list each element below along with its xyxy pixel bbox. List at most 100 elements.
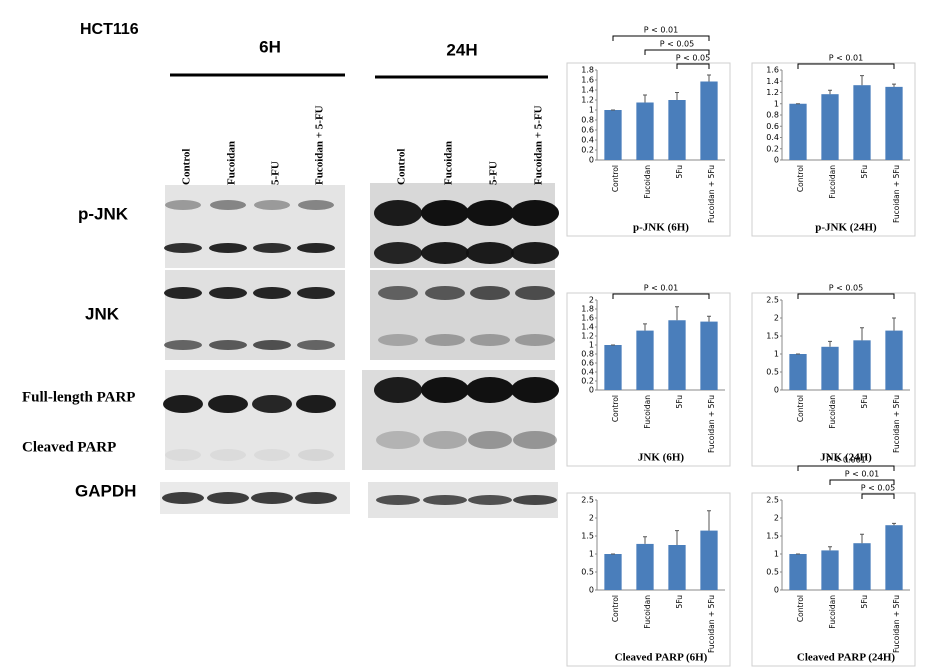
y-tick-label: 0 [774,586,779,595]
bar [821,346,839,390]
blot-band [253,287,291,299]
bar [604,345,622,390]
significance-bracket [612,35,710,41]
lane-label: 5-FU [488,161,500,185]
y-tick-label: 2.5 [766,296,779,305]
error-bar [707,510,711,531]
y-tick-label: 1.5 [766,532,779,541]
blot-band [164,340,202,350]
y-tick-label: 1.5 [581,532,594,541]
significance-bracket [644,49,710,55]
lane-label: Fucoidan [443,141,455,185]
y-tick-label: 0 [774,156,779,165]
bar [604,110,622,160]
y-tick-label: 0.6 [581,359,594,368]
y-tick-label: 0.8 [581,116,594,125]
y-tick-label: 1.8 [581,305,594,314]
blot-band [210,449,246,461]
bar [636,330,654,390]
bar [700,530,718,590]
blot-band [164,243,202,253]
chart-title: JNK (6H) [638,452,684,464]
lane-label: Control [181,149,193,185]
y-tick-label: 0 [589,586,594,595]
blot-band [295,492,337,504]
blot-band [253,243,291,253]
x-tick-label: Fucoidan [828,395,837,429]
timepoint: 24H [446,40,477,59]
row-label: Cleaved PARP [22,439,116,455]
lane-label: Fucoidan + 5-FU [314,105,326,185]
x-tick-label: 5Fu [860,395,869,409]
error-bar [675,306,679,321]
blot-band [252,395,292,413]
x-tick-label: 5Fu [860,165,869,179]
blot-band [209,243,247,253]
blot-band [423,431,467,449]
blot-band [374,242,422,264]
blot-band [298,200,334,210]
x-tick-label: Fucoidan + 5Fu [707,395,716,453]
blot-band [466,200,514,226]
blot-band [251,492,293,504]
error-bar [675,92,679,100]
blot-band [470,334,510,346]
chart-frame [751,62,916,237]
significance-bracket [797,293,895,299]
y-tick-label: 1 [589,106,594,115]
y-tick-label: 0 [774,386,779,395]
bar [885,525,903,590]
blot-band [515,334,555,346]
error-bar [643,323,647,331]
blot-band [468,495,512,505]
blot-band [297,340,335,350]
x-tick-label: Fucoidan [643,595,652,629]
x-tick-label: Fucoidan [643,165,652,199]
y-tick-label: 1.2 [581,96,594,105]
blot-band [511,242,559,264]
lane-label: Control [396,149,408,185]
blot-band [207,492,249,504]
blot-band [466,377,514,403]
y-tick-label: 1.6 [581,314,594,323]
bar [668,320,686,390]
error-bar [860,75,864,86]
bar [789,354,807,390]
error-bar [675,530,679,545]
y-tick-label: 0 [589,386,594,395]
x-tick-label: Control [611,595,620,622]
y-tick-label: 1 [589,550,594,559]
blot-band [511,377,559,403]
y-tick-label: 1.4 [766,77,779,86]
x-tick-label: Fucoidan [643,395,652,429]
blot-band [208,395,248,413]
blot-band [297,243,335,253]
significance-label: P < 0.05 [676,54,710,63]
bar [885,86,903,160]
error-bar [707,74,711,82]
bar [700,81,718,160]
y-tick-label: 2.5 [766,496,779,505]
y-tick-label: 0.4 [581,136,594,145]
x-tick-label: 5Fu [860,595,869,609]
cell-line: HCT116 [80,21,139,38]
y-tick-label: 2.5 [581,496,594,505]
significance-label: P < 0.05 [829,284,863,293]
blot-band [165,449,201,461]
error-bar [828,89,832,95]
y-tick-label: 0.6 [766,122,779,131]
blot-band [254,200,290,210]
blot-band [162,492,204,504]
blot-band [209,340,247,350]
x-tick-label: Fucoidan + 5Fu [892,165,901,223]
error-bar [828,340,832,347]
significance-label: P < 0.01 [644,26,678,35]
bar [885,330,903,390]
bar [853,85,871,160]
blot-images: Control Fucoidan 5-FU Fucoidan + 5-FU Contro… [160,105,559,518]
significance-label: P < 0.001 [826,456,866,465]
x-tick-label: Fucoidan [828,595,837,629]
row-label: Full-length PARP [22,389,135,405]
x-tick-label: Fucoidan + 5Fu [707,165,716,223]
